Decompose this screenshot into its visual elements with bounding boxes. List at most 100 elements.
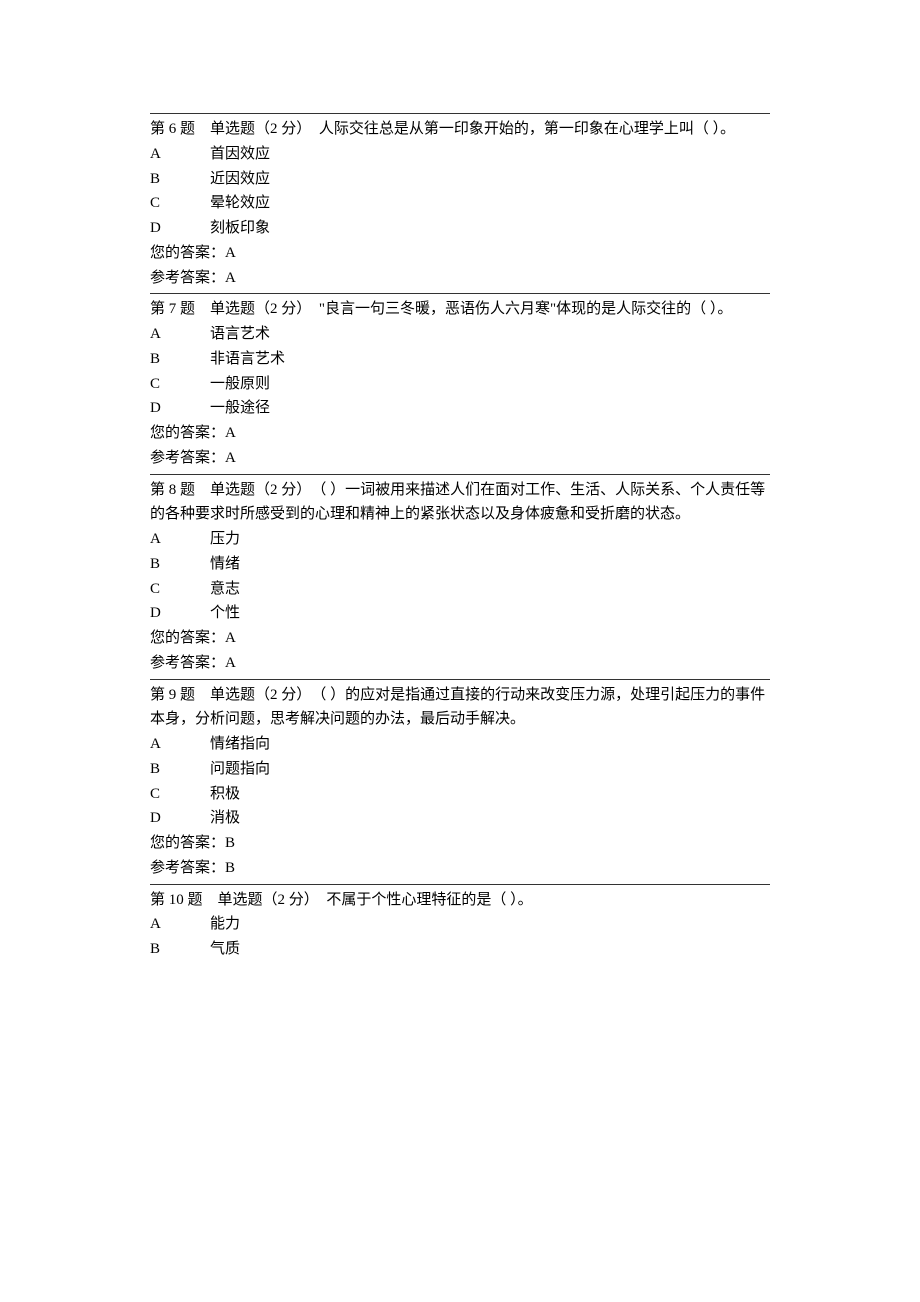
option-row: C 晕轮效应	[150, 191, 770, 216]
option-letter: A	[150, 527, 210, 552]
option-text: 情绪指向	[210, 732, 770, 757]
option-text: 非语言艺术	[210, 347, 770, 372]
option-row: B 问题指向	[150, 757, 770, 782]
option-letter: D	[150, 396, 210, 421]
option-row: D 刻板印象	[150, 216, 770, 241]
option-letter: C	[150, 191, 210, 216]
option-row: D 个性	[150, 601, 770, 626]
question-block: 第 9 题 单选题（2 分） （ ）的应对是指通过直接的行动来改变压力源，处理引…	[150, 683, 770, 881]
option-row: A 首因效应	[150, 142, 770, 167]
your-answer: 您的答案：A	[150, 421, 770, 446]
ref-answer-label: 参考答案：	[150, 270, 225, 286]
option-text: 气质	[210, 937, 770, 962]
divider	[150, 474, 770, 475]
option-text: 问题指向	[210, 757, 770, 782]
question-prompt: 第 8 题 单选题（2 分） （ ）一词被用来描述人们在面对工作、生活、人际关系…	[150, 478, 770, 528]
option-text: 一般原则	[210, 372, 770, 397]
option-text: 语言艺术	[210, 322, 770, 347]
option-letter: B	[150, 167, 210, 192]
option-letter: D	[150, 216, 210, 241]
option-text: 消极	[210, 806, 770, 831]
option-text: 情绪	[210, 552, 770, 577]
option-text: 意志	[210, 577, 770, 602]
option-row: A 情绪指向	[150, 732, 770, 757]
reference-answer: 参考答案：A	[150, 266, 770, 291]
option-text: 晕轮效应	[210, 191, 770, 216]
option-text: 能力	[210, 912, 770, 937]
option-letter: B	[150, 552, 210, 577]
option-text: 首因效应	[210, 142, 770, 167]
option-letter: D	[150, 806, 210, 831]
question-prompt: 第 6 题 单选题（2 分） 人际交往总是从第一印象开始的，第一印象在心理学上叫…	[150, 117, 770, 142]
reference-answer: 参考答案：A	[150, 446, 770, 471]
question-text-content: 不属于个性心理特征的是（ ）。	[326, 892, 532, 908]
option-row: B 近因效应	[150, 167, 770, 192]
option-row: B 情绪	[150, 552, 770, 577]
option-text: 刻板印象	[210, 216, 770, 241]
ref-answer-value: A	[225, 450, 236, 466]
option-row: A 能力	[150, 912, 770, 937]
reference-answer: 参考答案：A	[150, 651, 770, 676]
option-letter: C	[150, 577, 210, 602]
ref-answer-label: 参考答案：	[150, 860, 225, 876]
reference-answer: 参考答案：B	[150, 856, 770, 881]
option-letter: A	[150, 142, 210, 167]
question-text-content: 人际交往总是从第一印象开始的，第一印象在心理学上叫（ ）。	[319, 121, 735, 137]
question-prompt: 第 10 题 单选题（2 分） 不属于个性心理特征的是（ ）。	[150, 888, 770, 913]
divider	[150, 679, 770, 680]
option-row: D 消极	[150, 806, 770, 831]
your-answer: 您的答案：A	[150, 626, 770, 651]
your-answer-label: 您的答案：	[150, 630, 225, 646]
ref-answer-value: A	[225, 655, 236, 671]
option-letter: C	[150, 782, 210, 807]
option-text: 压力	[210, 527, 770, 552]
ref-answer-value: B	[225, 860, 235, 876]
divider	[150, 293, 770, 294]
question-points: （2 分）	[263, 892, 312, 908]
question-type: 单选题	[210, 687, 255, 703]
question-points: （2 分）	[255, 301, 304, 317]
your-answer-value: A	[225, 630, 236, 646]
ref-answer-label: 参考答案：	[150, 655, 225, 671]
option-letter: B	[150, 937, 210, 962]
option-letter: B	[150, 757, 210, 782]
question-points: （2 分）	[255, 121, 304, 137]
your-answer: 您的答案：B	[150, 831, 770, 856]
your-answer-value: B	[225, 835, 235, 851]
option-row: A 语言艺术	[150, 322, 770, 347]
your-answer-value: A	[225, 245, 236, 261]
question-text-content: "良言一句三冬暖，恶语伤人六月寒"体现的是人际交往的（ ）。	[319, 301, 733, 317]
option-letter: A	[150, 322, 210, 347]
your-answer-value: A	[225, 425, 236, 441]
option-row: C 意志	[150, 577, 770, 602]
option-row: C 一般原则	[150, 372, 770, 397]
question-points: （2 分）	[255, 687, 304, 703]
question-type: 单选题	[210, 482, 255, 498]
question-prompt: 第 7 题 单选题（2 分） "良言一句三冬暖，恶语伤人六月寒"体现的是人际交往…	[150, 297, 770, 322]
your-answer-label: 您的答案：	[150, 245, 225, 261]
option-text: 积极	[210, 782, 770, 807]
question-type: 单选题	[210, 121, 255, 137]
your-answer-label: 您的答案：	[150, 425, 225, 441]
divider	[150, 884, 770, 885]
option-text: 个性	[210, 601, 770, 626]
divider	[150, 113, 770, 114]
question-type: 单选题	[210, 301, 255, 317]
question-number: 第 9 题	[150, 687, 195, 703]
ref-answer-label: 参考答案：	[150, 450, 225, 466]
question-block: 第 6 题 单选题（2 分） 人际交往总是从第一印象开始的，第一印象在心理学上叫…	[150, 117, 770, 290]
option-row: A 压力	[150, 527, 770, 552]
question-block: 第 7 题 单选题（2 分） "良言一句三冬暖，恶语伤人六月寒"体现的是人际交往…	[150, 297, 770, 470]
option-text: 一般途径	[210, 396, 770, 421]
question-number: 第 6 题	[150, 121, 195, 137]
your-answer: 您的答案：A	[150, 241, 770, 266]
question-block: 第 10 题 单选题（2 分） 不属于个性心理特征的是（ ）。 A 能力 B 气…	[150, 888, 770, 962]
question-number: 第 7 题	[150, 301, 195, 317]
option-row: B 非语言艺术	[150, 347, 770, 372]
option-text: 近因效应	[210, 167, 770, 192]
question-type: 单选题	[218, 892, 263, 908]
question-number: 第 10 题	[150, 892, 203, 908]
question-number: 第 8 题	[150, 482, 195, 498]
option-letter: D	[150, 601, 210, 626]
option-row: D 一般途径	[150, 396, 770, 421]
